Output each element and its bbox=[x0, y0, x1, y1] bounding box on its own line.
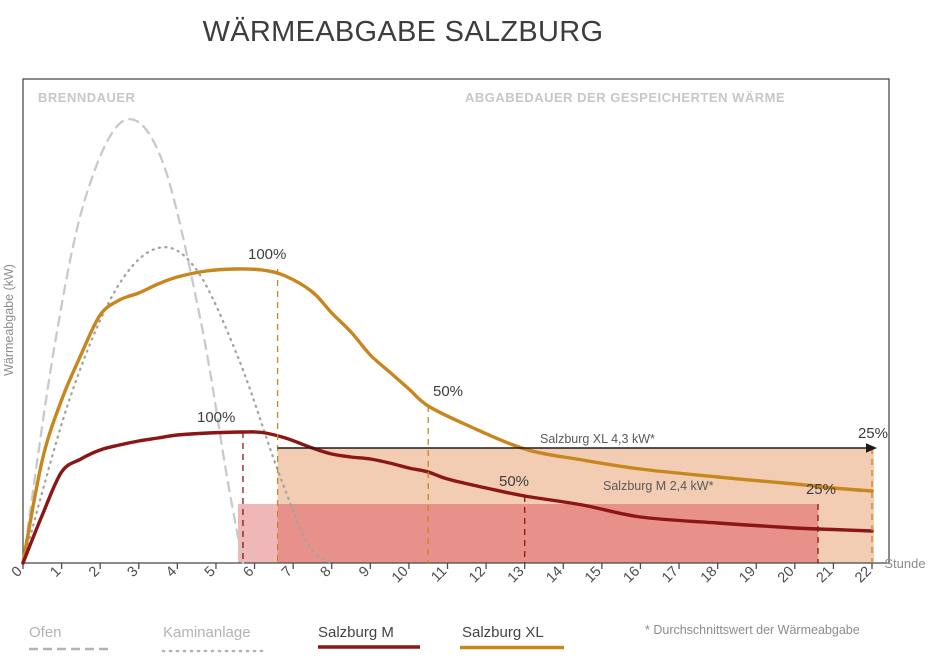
svg-text:ABGABEDAUER DER GESPEICHERTEN: ABGABEDAUER DER GESPEICHERTEN WÄRME bbox=[465, 90, 785, 105]
svg-text:Salzburg XL 4,3 kW*: Salzburg XL 4,3 kW* bbox=[540, 432, 655, 446]
svg-text:Wärmeabgabe (kW): Wärmeabgabe (kW) bbox=[2, 264, 16, 376]
svg-text:Salzburg M: Salzburg M bbox=[318, 624, 394, 641]
svg-text:Salzburg XL: Salzburg XL bbox=[462, 624, 544, 641]
svg-text:100%: 100% bbox=[248, 246, 286, 263]
svg-text:25%: 25% bbox=[858, 425, 888, 442]
svg-text:50%: 50% bbox=[499, 473, 529, 490]
svg-text:BRENNDAUER: BRENNDAUER bbox=[38, 90, 136, 105]
svg-text:25%: 25% bbox=[806, 481, 836, 498]
svg-text:Kaminanlage: Kaminanlage bbox=[163, 624, 251, 641]
svg-text:Stunde: Stunde bbox=[884, 556, 925, 571]
svg-text:Salzburg M 2,4 kW*: Salzburg M 2,4 kW* bbox=[603, 479, 714, 493]
svg-text:Ofen: Ofen bbox=[29, 624, 62, 641]
svg-text:100%: 100% bbox=[197, 409, 235, 426]
svg-text:50%: 50% bbox=[433, 383, 463, 400]
svg-text:* Durchschnittswert der Wärmea: * Durchschnittswert der Wärmeabgabe bbox=[645, 623, 860, 637]
